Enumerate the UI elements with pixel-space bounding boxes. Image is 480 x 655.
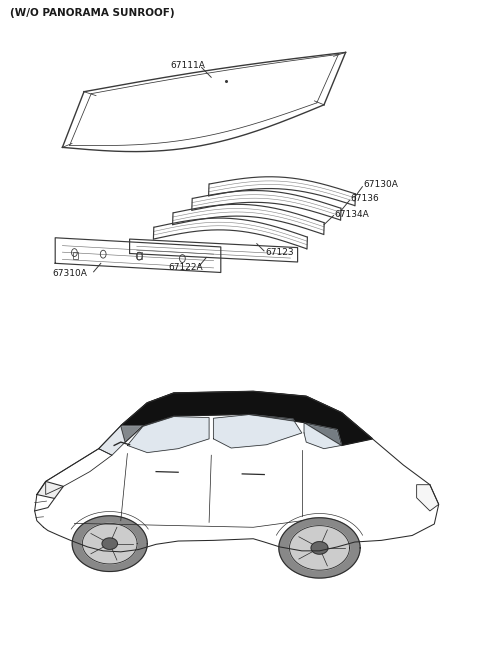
Text: (W/O PANORAMA SUNROOF): (W/O PANORAMA SUNROOF) bbox=[10, 8, 174, 18]
Polygon shape bbox=[304, 423, 342, 449]
Polygon shape bbox=[72, 516, 147, 571]
Polygon shape bbox=[99, 426, 143, 455]
Polygon shape bbox=[37, 481, 63, 498]
Polygon shape bbox=[121, 392, 372, 445]
Polygon shape bbox=[311, 542, 328, 554]
Polygon shape bbox=[127, 417, 209, 453]
Text: 67310A: 67310A bbox=[53, 269, 88, 278]
Text: 67123: 67123 bbox=[265, 248, 294, 257]
Bar bbox=[73, 252, 78, 259]
Polygon shape bbox=[279, 518, 360, 578]
Polygon shape bbox=[289, 526, 349, 570]
Text: 67136: 67136 bbox=[350, 194, 379, 203]
Bar bbox=[137, 252, 142, 259]
Text: 67130A: 67130A bbox=[363, 180, 398, 189]
Text: 67134A: 67134A bbox=[335, 210, 369, 219]
Polygon shape bbox=[417, 485, 439, 511]
Polygon shape bbox=[102, 538, 118, 550]
Polygon shape bbox=[214, 415, 302, 448]
Polygon shape bbox=[83, 523, 137, 564]
Text: 67122A: 67122A bbox=[168, 263, 203, 272]
Text: 67111A: 67111A bbox=[170, 61, 205, 70]
